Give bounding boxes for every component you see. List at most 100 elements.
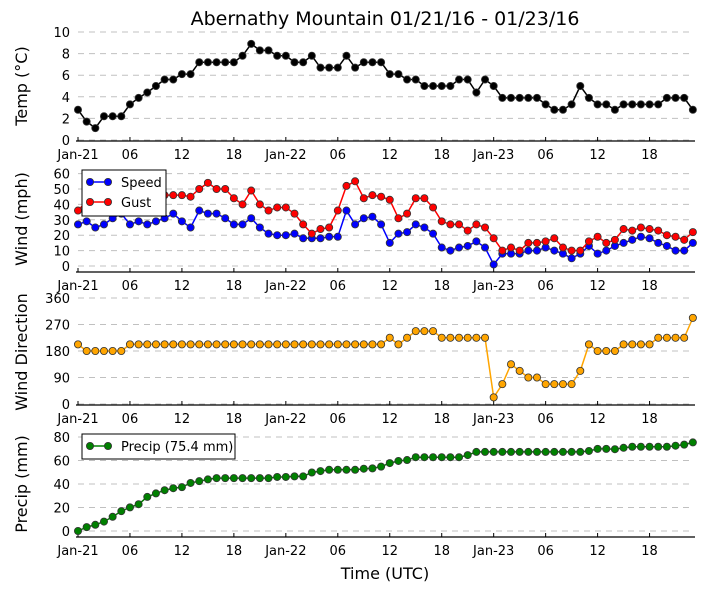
gust-point	[446, 220, 455, 229]
gust-point	[420, 194, 429, 203]
gust-point	[377, 192, 386, 201]
gust-point	[247, 186, 256, 195]
precip-point	[264, 474, 273, 483]
speed-point	[74, 220, 83, 229]
x-tick-label: 12	[174, 412, 191, 427]
precip-point	[247, 474, 256, 483]
gust-point	[429, 203, 438, 212]
precip-point	[610, 445, 619, 454]
precip-point	[628, 442, 637, 451]
temp-point	[394, 70, 403, 79]
precip-point	[91, 520, 100, 529]
y-tick-label: 80	[53, 431, 70, 446]
y-tick-label: 20	[53, 229, 70, 244]
temp-point	[403, 75, 412, 84]
speed-point	[290, 229, 299, 238]
x-tick-label: 18	[433, 148, 450, 163]
precip-point	[307, 468, 316, 477]
temp-point	[160, 75, 169, 84]
x-tick-label: 06	[330, 279, 347, 294]
y-tick-label: 60	[53, 455, 70, 470]
direction-point	[333, 340, 342, 349]
direction-point	[221, 340, 230, 349]
temp-point	[498, 93, 507, 102]
direction-point	[524, 373, 533, 382]
gust-point	[515, 246, 524, 255]
gust-point	[177, 191, 186, 200]
x-tick-label: 18	[226, 279, 243, 294]
precip-point	[576, 447, 585, 456]
precip-point	[498, 447, 507, 456]
gust-point	[636, 223, 645, 232]
speed-point	[299, 234, 308, 243]
precip-point	[368, 464, 377, 473]
temp-point	[195, 58, 204, 67]
speed-point	[619, 238, 628, 247]
temp-point	[307, 51, 316, 60]
temp-point	[411, 75, 420, 84]
speed-point	[489, 260, 498, 269]
precip-point	[524, 447, 533, 456]
speed-point	[403, 228, 412, 237]
direction-line	[77, 317, 694, 400]
temp-point	[125, 100, 134, 109]
gust-point	[619, 225, 628, 234]
direction-point	[688, 313, 697, 322]
y-tick-label: 60	[53, 168, 70, 183]
precip-point	[221, 474, 230, 483]
direction-point	[212, 340, 221, 349]
direction-point	[264, 340, 273, 349]
direction-point	[455, 333, 464, 342]
speed-point	[143, 220, 152, 229]
speed-point	[359, 214, 368, 223]
gust-point	[411, 194, 420, 203]
temp-point	[368, 58, 377, 67]
gust-point	[255, 200, 264, 209]
gust-point	[342, 181, 351, 190]
y-tick-label: 50	[53, 183, 70, 198]
x-tick-label: 12	[174, 148, 191, 163]
speed-point	[238, 220, 247, 229]
direction-point	[532, 373, 541, 382]
temp-point	[593, 100, 602, 109]
x-tick-label: 06	[330, 412, 347, 427]
legend-marker	[86, 197, 95, 206]
temp-point	[446, 82, 455, 91]
temp-point	[628, 100, 637, 109]
speed-point	[429, 229, 438, 238]
precip-point	[134, 500, 143, 509]
gust-point	[351, 177, 360, 186]
direction-point	[394, 340, 403, 349]
gust-point	[186, 192, 195, 201]
temp-point	[576, 82, 585, 91]
speed-point	[91, 223, 100, 232]
speed-point	[151, 217, 160, 226]
gust-point	[169, 191, 178, 200]
legend-label: Precip (75.4 mm)	[121, 440, 233, 455]
gust-point	[567, 246, 576, 255]
temp-point	[420, 82, 429, 91]
direction-point	[134, 340, 143, 349]
speed-point	[593, 249, 602, 258]
precip-point	[584, 446, 593, 455]
gust-point	[472, 220, 481, 229]
direction-point	[628, 340, 637, 349]
legend-marker	[86, 441, 95, 450]
y-tick-label: 4	[62, 91, 70, 106]
precip-point	[446, 453, 455, 462]
direction-point	[602, 346, 611, 355]
temp-point	[359, 58, 368, 67]
direction-point	[342, 340, 351, 349]
temp-point	[455, 75, 464, 84]
direction-point	[125, 340, 134, 349]
temp-point	[238, 51, 247, 60]
speed-point	[662, 241, 671, 250]
speed-point	[212, 209, 221, 218]
x-tick-label: Jan-22	[264, 544, 306, 559]
temp-point	[688, 105, 697, 114]
x-tick-label: Jan-21	[56, 544, 98, 559]
speed-point	[368, 212, 377, 221]
direction-point	[403, 333, 412, 342]
y-tick-label: 2	[62, 112, 70, 127]
y-axis-label: Wind (mph)	[12, 172, 31, 266]
